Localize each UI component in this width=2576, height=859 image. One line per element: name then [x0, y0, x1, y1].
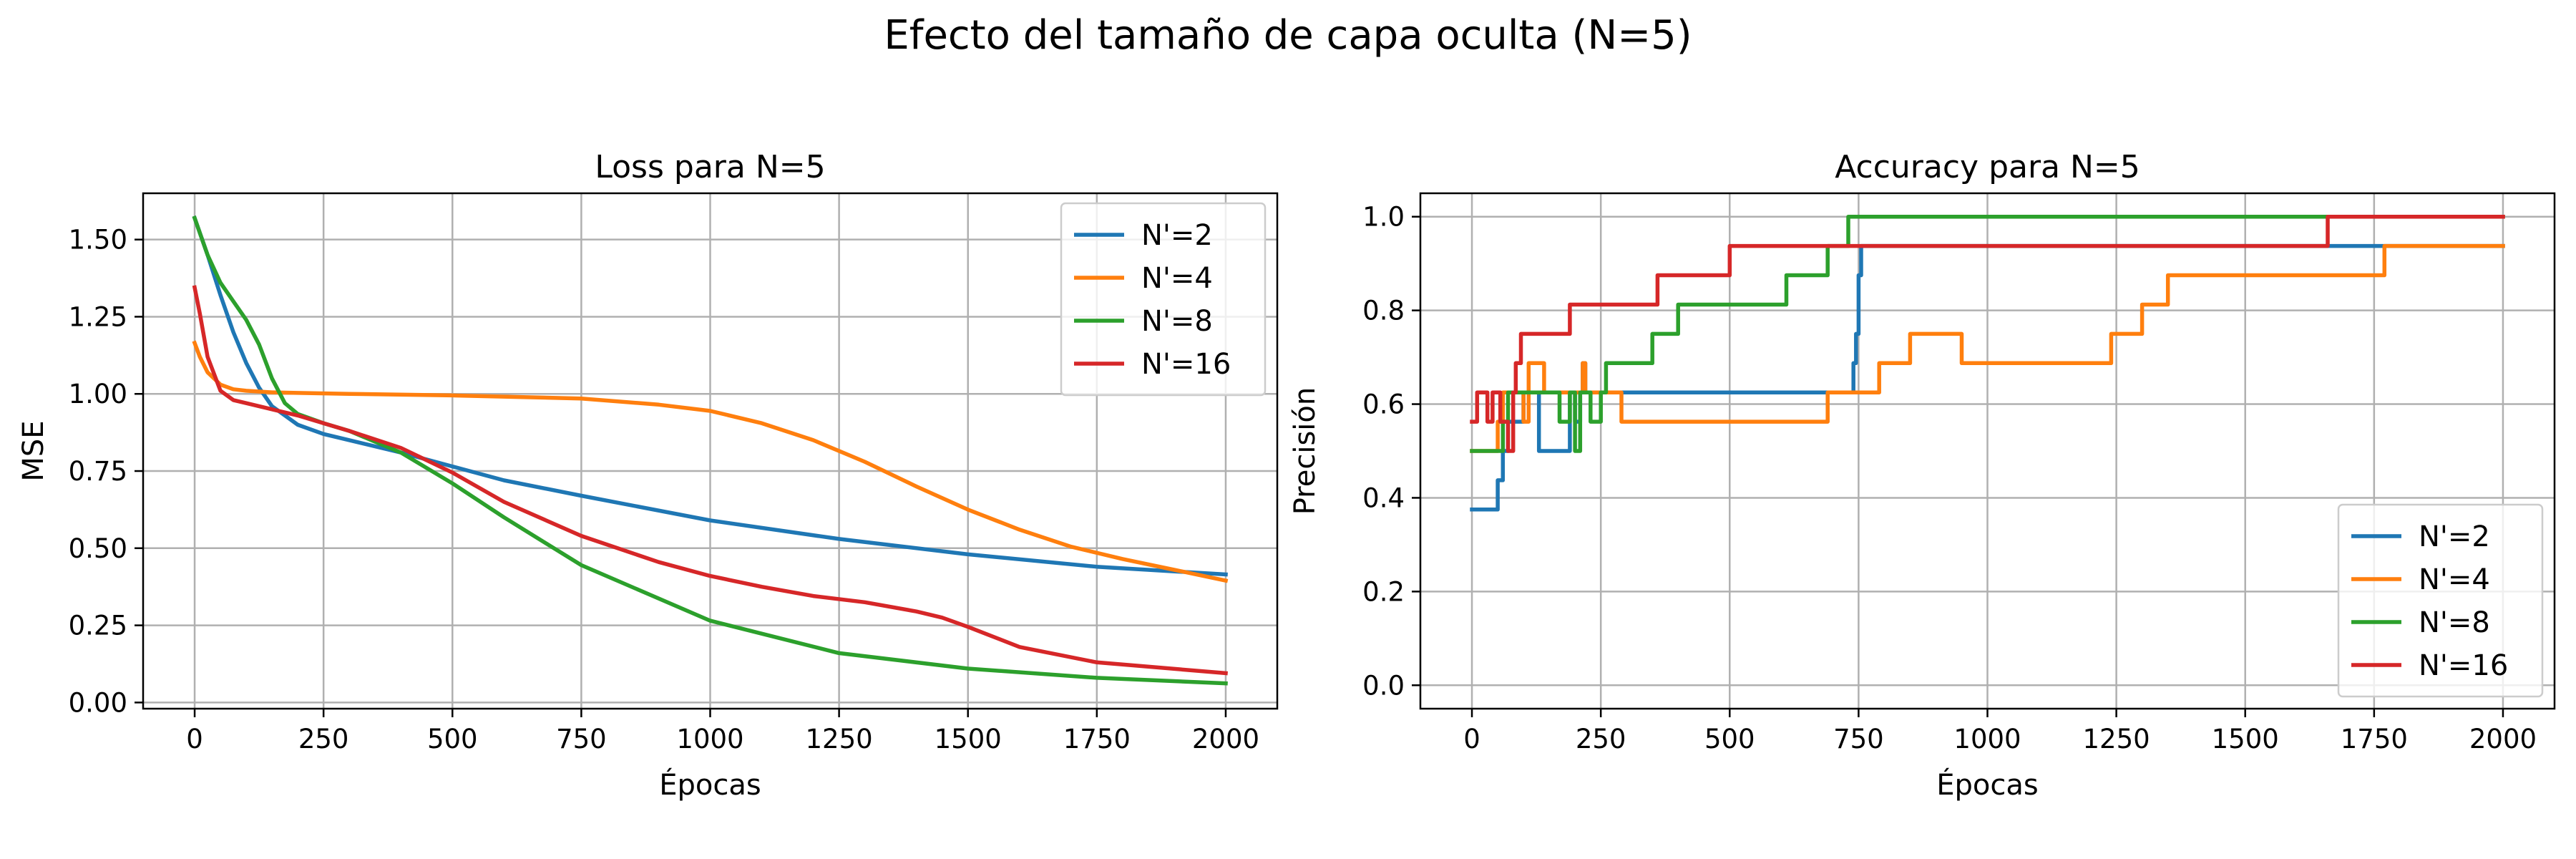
- chart-1-xtick-label-2: 500: [1704, 724, 1755, 754]
- chart-0-legend-label-3: N'=16: [1141, 348, 1231, 381]
- chart-1-xtick-label-3: 750: [1833, 724, 1884, 754]
- chart-0-xtick-label-8: 2000: [1192, 724, 1259, 754]
- chart-0-xtick-label-3: 750: [556, 724, 607, 754]
- figure-suptitle: Efecto del tamaño de capa oculta (N=5): [884, 12, 1692, 59]
- chart-1-ytick-label-3: 0.6: [1362, 389, 1405, 420]
- chart-0-ytick-label-6: 1.50: [69, 225, 127, 256]
- chart-0-ytick-label-1: 0.25: [69, 611, 127, 641]
- chart-1-xtick-label-8: 2000: [2469, 724, 2537, 754]
- chart-0-ytick-label-3: 0.75: [69, 456, 127, 487]
- chart-1-xlabel: Épocas: [1936, 767, 2038, 802]
- chart-1-legend-label-1: N'=4: [2419, 563, 2490, 596]
- chart-0-ytick-label-4: 1.00: [69, 379, 127, 409]
- chart-1-xtick-label-5: 1250: [2083, 724, 2150, 754]
- chart-1-legend-label-2: N'=8: [2419, 606, 2490, 639]
- chart-0-ytick-label-0: 0.00: [69, 687, 127, 718]
- chart-1-ytick-label-5: 1.0: [1362, 202, 1405, 233]
- loss-panel: 0 250 500 750 1000 1250 1500 1750 2000 0.00 0.25 0.…: [17, 149, 1279, 802]
- chart-1-ytick-label-4: 0.8: [1362, 296, 1405, 326]
- chart-1-ytick-label-1: 0.2: [1362, 576, 1405, 607]
- chart-1-series-3: [1470, 214, 2505, 453]
- accuracy-panel: 0 250 500 750 1000 1250 1500 1750 2000 0.0 0.2 0.4 0…: [1289, 149, 2556, 802]
- chart-0-xtick-label-1: 250: [298, 724, 349, 754]
- chart-1-xtick-label-4: 1000: [1953, 724, 2021, 754]
- chart-0-legend-box: [1060, 202, 1267, 397]
- chart-1-legend-label-0: N'=2: [2419, 520, 2490, 553]
- chart-1-xtick-label-7: 1750: [2341, 724, 2408, 754]
- chart-0-ytick-label-5: 1.25: [69, 301, 127, 332]
- chart-0-xtick-label-6: 1500: [935, 724, 1002, 754]
- chart-0-series-1: [192, 340, 1229, 583]
- chart-0-series-3: [192, 285, 1228, 676]
- chart-0-series-0: [192, 215, 1228, 577]
- chart-0-legend-label-1: N'=4: [1141, 262, 1213, 295]
- chart-1-xtick-label-1: 250: [1576, 724, 1626, 754]
- chart-1-series-1: [1470, 243, 2505, 453]
- chart-1-xtick-label-0: 0: [1463, 724, 1480, 754]
- chart-1-ytick-label-0: 0.0: [1362, 670, 1405, 701]
- chart-0-xtick-label-4: 1000: [676, 724, 743, 754]
- chart-1-ytick-label-2: 0.4: [1362, 482, 1405, 513]
- chart-0-ylabel: MSE: [17, 420, 50, 481]
- chart-0-legend: N'=2 N'=4 N'=8 N'=16: [1060, 202, 1267, 397]
- chart-0-xtick-label-7: 1750: [1063, 724, 1131, 754]
- chart-0-ytick-label-2: 0.50: [69, 533, 127, 564]
- chart-1-ylabel: Precisión: [1289, 387, 1322, 515]
- chart-0-xtick-label-5: 1250: [806, 724, 873, 754]
- chart-0-xtick-label-0: 0: [186, 724, 203, 754]
- chart-1-legend: N'=2 N'=4 N'=8 N'=16: [2337, 503, 2544, 698]
- chart-0-legend-label-0: N'=2: [1141, 219, 1213, 252]
- chart-0-series-group: [192, 215, 1229, 686]
- chart-1-legend-label-3: N'=16: [2419, 649, 2508, 682]
- chart-1-xtick-label-6: 1500: [2212, 724, 2279, 754]
- chart-1-series-group: [1470, 214, 2505, 512]
- chart-0-title: Loss para N=5: [595, 149, 825, 185]
- chart-1-title: Accuracy para N=5: [1835, 149, 2140, 185]
- chart-1-legend-box: [2337, 503, 2544, 698]
- chart-0-xlabel: Épocas: [659, 767, 761, 802]
- chart-0-xtick-label-2: 500: [427, 724, 478, 754]
- chart-0-legend-label-2: N'=8: [1141, 305, 1213, 338]
- chart-1-series-2: [1470, 214, 2505, 453]
